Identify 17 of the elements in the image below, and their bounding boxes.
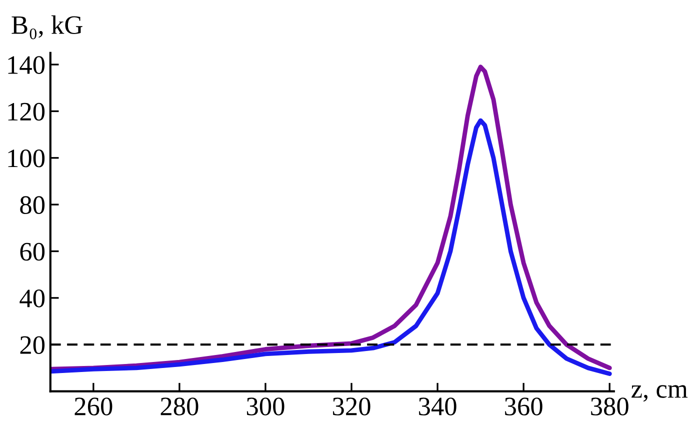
y-tick-label: 140 xyxy=(8,56,45,74)
x-tick-label: 320 xyxy=(332,398,370,416)
y-tick-label: 100 xyxy=(8,150,45,168)
y-tick-label: 80 xyxy=(20,196,45,214)
x-tick-label: 260 xyxy=(74,398,112,416)
y-axis-title: B₀, kG xyxy=(12,15,82,40)
x-axis-title: z, cm xyxy=(632,385,688,402)
x-tick-label: 340 xyxy=(419,398,456,416)
x-tick-label: 360 xyxy=(505,398,542,416)
line-series xyxy=(50,118,612,376)
x-tick-label: 300 xyxy=(246,398,284,416)
y-tick-label: 40 xyxy=(20,290,45,308)
x-tick-label: 380 xyxy=(591,398,628,416)
x-tick-label: 280 xyxy=(160,398,198,416)
y-tick-label: 120 xyxy=(8,102,45,121)
y-tick-label: 20 xyxy=(20,336,45,354)
y-tick-label: 60 xyxy=(20,242,45,261)
